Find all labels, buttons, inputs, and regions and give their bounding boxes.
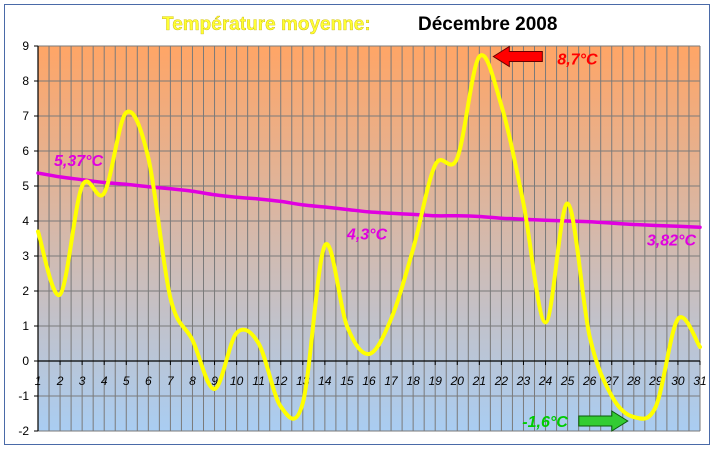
x-tick-label: 28 (626, 374, 641, 388)
y-tick-label: 2 (22, 284, 29, 298)
x-tick-label: 8 (189, 374, 196, 388)
y-tick-label: 7 (22, 109, 29, 123)
y-tick-label: -1 (18, 389, 29, 403)
x-tick-label: 31 (693, 374, 706, 388)
y-tick-label: 0 (22, 354, 29, 368)
annotations: 8,7°C -1,6°C 5,37°C 4,3°C 3,82°C (54, 45, 697, 432)
x-tick-label: 19 (429, 374, 443, 388)
y-tick-label: 4 (22, 214, 29, 228)
max-temperature-label: 8,7°C (557, 52, 598, 69)
x-tick-label: 14 (318, 374, 332, 388)
chart-frame (4, 4, 710, 445)
y-tick-label: 9 (22, 39, 29, 53)
max-arrow-icon (492, 45, 543, 68)
y-tick-label: 8 (22, 74, 29, 88)
x-tick-label: 24 (538, 374, 553, 388)
y-tick-label: 6 (22, 144, 29, 158)
x-tick-label: 16 (362, 374, 376, 388)
x-tick-label: 25 (560, 374, 575, 388)
y-tick-label: 5 (22, 179, 29, 193)
y-tick-label: 1 (22, 319, 29, 333)
x-tick-label: 7 (167, 374, 175, 388)
x-tick-label: 4 (101, 374, 108, 388)
daily-temperature-line (36, 53, 702, 421)
x-tick-label: 23 (516, 374, 531, 388)
x-tick-label: 11 (252, 374, 264, 388)
x-tick-label: 3 (79, 374, 86, 388)
x-tick-label: 1 (35, 374, 42, 388)
x-tick-label: 18 (406, 374, 420, 388)
chart-title: Température moyenne: (162, 14, 371, 35)
y-tick-label: 3 (22, 249, 29, 263)
x-tick-label: 29 (648, 374, 663, 388)
x-tick-label: 21 (472, 374, 486, 388)
x-tick-label: 17 (384, 374, 399, 388)
min-temperature-label: -1,6°C (522, 414, 568, 431)
average-temperature-line (36, 171, 702, 230)
x-tick-label: 15 (340, 374, 354, 388)
series (36, 53, 702, 421)
chart-subtitle: Décembre 2008 (418, 14, 557, 35)
x-tick-label: 20 (450, 374, 465, 388)
average-start-label: 5,37°C (54, 153, 104, 170)
x-tick-label: 9 (211, 374, 218, 388)
x-tick-label: 30 (671, 374, 685, 388)
y-tick-label: -2 (18, 424, 29, 438)
x-tick-label: 2 (56, 374, 64, 388)
x-tick-label: 10 (230, 374, 244, 388)
x-tick-label: 5 (123, 374, 130, 388)
average-mid-label: 4,3°C (346, 226, 388, 243)
x-tick-label: 22 (494, 374, 509, 388)
x-tick-label: 6 (145, 374, 152, 388)
x-tick-label: 26 (582, 374, 597, 388)
x-tick-label: 12 (274, 374, 288, 388)
average-end-label: 3,82°C (647, 232, 697, 249)
min-arrow-icon (578, 410, 629, 432)
